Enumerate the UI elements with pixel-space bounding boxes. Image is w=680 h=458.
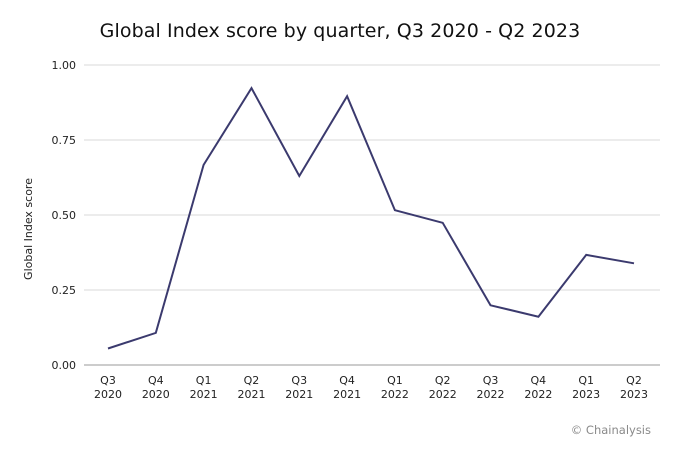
y-tick-label: 0.75 (52, 134, 77, 147)
chart-title: Global Index score by quarter, Q3 2020 -… (99, 20, 581, 42)
series-line (107, 86, 635, 350)
x-tick-label: Q1 2022 (381, 374, 409, 401)
y-tick-label: 0.00 (52, 359, 77, 372)
x-tick-label: Q3 2022 (477, 374, 505, 401)
x-tick-label: Q4 2022 (524, 374, 552, 401)
x-tick-label: Q1 2021 (190, 374, 218, 401)
x-tick-label: Q2 2022 (429, 374, 457, 401)
x-tick-label: Q3 2020 (94, 374, 122, 401)
x-tick-label: Q2 2023 (620, 374, 648, 401)
x-tick-labels: Q3 2020 Q4 2020 Q1 2021 Q2 2021 Q3 2021 Q4 2021 Q1 20… (94, 374, 648, 401)
y-tick-label: 1.00 (52, 59, 77, 72)
y-tick-label: 0.50 (52, 209, 77, 222)
x-tick-label: Q3 2021 (285, 374, 313, 401)
x-tick-label: Q4 2020 (142, 374, 170, 401)
series-lines (107, 86, 635, 350)
y-axis-title: Global Index score (22, 178, 35, 280)
y-tick-label: 0.25 (52, 284, 77, 297)
x-tick-label: Q1 2023 (572, 374, 600, 401)
x-tick-label: Q4 2021 (333, 374, 361, 401)
y-tick-labels: 0.00 0.25 0.50 0.75 1.00 (52, 59, 77, 372)
grid-lines (84, 64, 660, 366)
x-tick-label: Q2 2021 (237, 374, 265, 401)
source-credit: © Chainalysis (570, 423, 651, 437)
